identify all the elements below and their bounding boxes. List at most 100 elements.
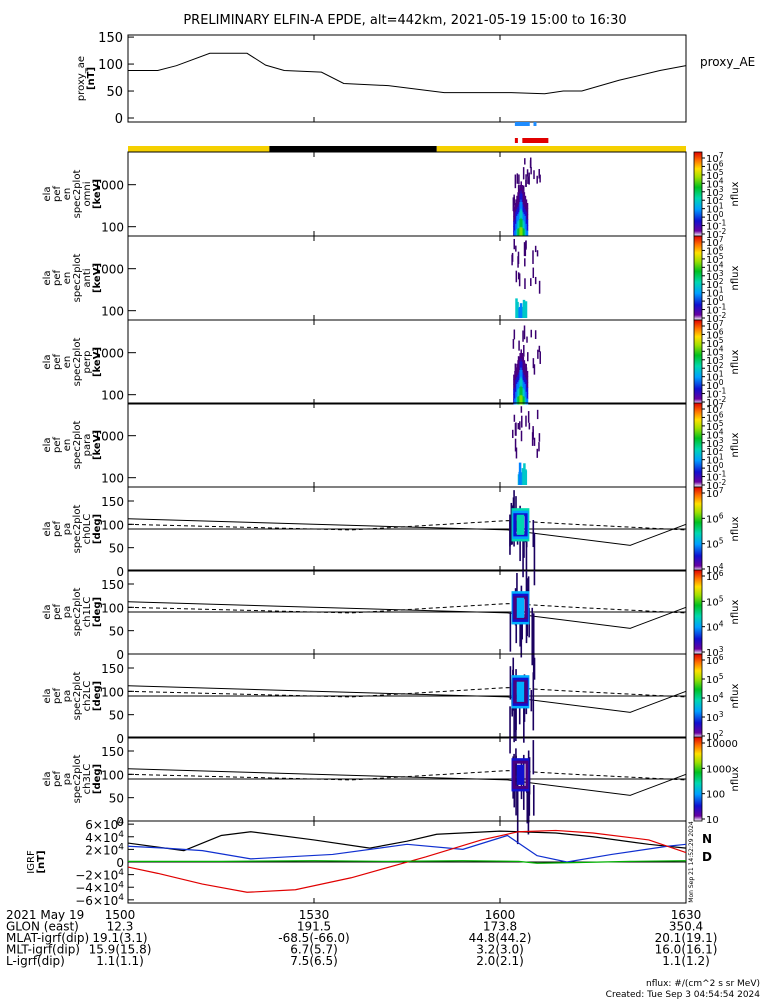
spectrogram-cell: [523, 228, 526, 237]
ephemeris-value: 15.9(15.8): [89, 943, 152, 957]
spectrogram-speck: [518, 699, 521, 725]
spectrogram-cell: [518, 196, 520, 205]
spectrogram-cell: [525, 397, 528, 405]
spectrogram-speck: [538, 169, 540, 179]
spectrogram-cell: [520, 394, 523, 405]
spectrogram-speck: [525, 240, 527, 250]
ephemeris-value: 1.1(1.2): [662, 954, 710, 968]
ephemeris-value: 12.3: [107, 920, 134, 934]
panel-8-ylabel: ela pef pa spec2plot ch3LC [deg]: [42, 755, 103, 804]
spectrogram-cell: [524, 209, 527, 217]
ephemeris-value: 350.4: [669, 920, 703, 934]
y-tick-label: 1000: [93, 179, 124, 193]
spectrogram-speck: [530, 689, 533, 712]
spectrogram-speck: [531, 607, 534, 666]
spectrogram-cell: [523, 396, 526, 405]
y-tick-label: 0: [116, 732, 124, 746]
spectrogram-cell: [517, 389, 519, 398]
spectrogram-cell: [525, 223, 528, 231]
axis-label-line: pef: [52, 688, 63, 705]
spectrogram-speck: [515, 245, 517, 252]
spectrogram-speck: [537, 349, 539, 359]
panel-4-ylabel: ela pef en spec2plot para [keV]: [42, 421, 103, 470]
ephemeris-value: 1.1(1.1): [96, 954, 144, 968]
spectrogram-speck: [525, 538, 528, 597]
proxy-ae-ylabel: proxy_ae [nT]: [76, 56, 97, 101]
y-tick-label: 0: [115, 112, 123, 127]
spectrogram-cell: [514, 398, 516, 405]
y-tick-label: 50: [109, 625, 124, 639]
colorbar-tick-label: 106: [706, 569, 724, 583]
spectrogram-speck: [527, 411, 530, 423]
spectrogram-cell: [516, 202, 518, 210]
colorbar-tick-label: 10-2: [706, 478, 726, 492]
axis-label-line: [deg]: [92, 681, 103, 711]
spectrogram-cell: [515, 229, 517, 237]
ephemeris-value: 1530: [299, 908, 330, 922]
spectrogram-cell: [513, 374, 515, 380]
spectrogram-speck: [521, 415, 523, 428]
panel-3-frame: [127, 319, 687, 405]
spectrogram-cell: [525, 379, 528, 387]
spectrogram-speck: [528, 422, 531, 430]
colorbar-tick-label: 105: [706, 252, 724, 266]
spectrogram-speck: [524, 258, 526, 267]
spectrogram-cell: [520, 349, 523, 359]
spectrogram-speck: [528, 757, 531, 795]
spectrogram-speck: [518, 273, 521, 287]
y-tick-label: 6×104: [85, 817, 124, 832]
spectrogram-cell: [517, 199, 519, 208]
axis-label-line: IGRF: [26, 850, 37, 874]
colorbar-tick-label: 106: [706, 327, 724, 341]
spectrogram-cell: [525, 217, 528, 225]
spectrogram-speck: [513, 697, 515, 743]
spectrogram-speck: [519, 421, 521, 430]
spectrogram-speck: [532, 267, 535, 279]
ephemeris-row-label: GLON (east): [6, 920, 79, 934]
spectrogram-speck: [523, 536, 525, 558]
red-marker-bar: [522, 138, 549, 143]
spectrogram-cell: [520, 217, 523, 228]
axis-label-line: spec2plot: [72, 170, 83, 219]
spectrogram-speck: [514, 174, 517, 189]
colorbar-tick-label: 106: [706, 410, 724, 424]
spectrogram-cell: [524, 370, 527, 378]
colorbar-tick-label: 103: [706, 710, 724, 724]
y-tick-label: 100: [101, 685, 124, 699]
spectrogram-cell: [522, 212, 525, 221]
axis-label-line: para: [82, 434, 93, 457]
axis-label-line: ela: [42, 270, 53, 285]
spectrogram-cell: [515, 379, 517, 387]
y-tick-label: 150: [101, 745, 124, 759]
igrf-series-line: [128, 860, 687, 864]
spectrogram-cell: [516, 681, 525, 702]
colorbar-tick-label: 106: [706, 159, 724, 173]
spectrogram-cell: [526, 225, 529, 231]
y-tick-label: 0: [116, 856, 124, 870]
colorbar-tick-label: 101: [706, 202, 724, 216]
spectrogram-speck: [536, 448, 539, 458]
y-tick-label: −6×104: [75, 893, 124, 908]
spectrogram-cell: [516, 514, 525, 535]
axis-label-line: pa: [62, 606, 73, 618]
spectrogram-speck: [518, 174, 520, 185]
spectrogram-speck: [533, 657, 536, 680]
colorbar-label: nflux: [730, 766, 741, 791]
footer-ephemeris: 2021 May 19 1500 1530 1600 1630 GLON (east) 12…: [6, 908, 717, 968]
colorbar: [693, 736, 703, 822]
spectrogram-cell: [525, 391, 528, 399]
spectrogram-cell: [524, 229, 527, 237]
axis-label-line: ch3LC: [82, 764, 93, 795]
spectrogram-speck: [525, 174, 527, 187]
spectrogram-cell: [523, 214, 526, 222]
spectrogram-cell: [519, 193, 521, 203]
igrf-side-caption: Mon Sep 21 14:52:29 2024: [688, 821, 695, 903]
axis-label-line: pa: [62, 523, 73, 535]
proxy-ae-legend: proxy_AE: [700, 55, 755, 69]
colorbar: [693, 653, 703, 739]
spectrogram-cell: [525, 211, 528, 219]
spectrogram-cell: [517, 367, 519, 376]
spectrogram-speck: [509, 666, 512, 700]
spectrogram-cell: [515, 397, 517, 405]
colorbar-tick-label: 102: [706, 193, 724, 207]
